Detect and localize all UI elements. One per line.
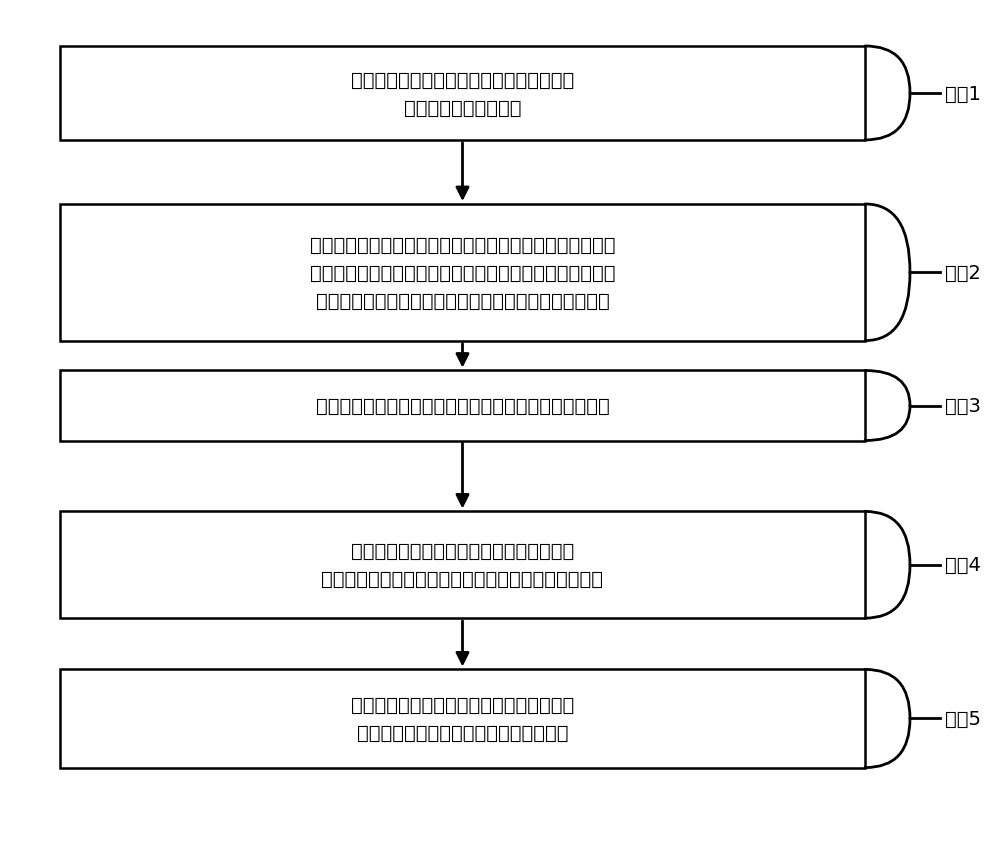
Bar <box>60 371 865 441</box>
Text: 步骤3: 步骤3 <box>945 397 981 415</box>
Text: 步骤1: 步骤1 <box>945 84 981 103</box>
Text: 根据当前周期的耗热量以及对数平均温差，
使用清洗指数计算公式计算板式换热器的当前清洗指数: 根据当前周期的耗热量以及对数平均温差， 使用清洗指数计算公式计算板式换热器的当前… <box>322 542 604 589</box>
Text: 根据板式热换器的温差比计算板式热换器的对数平均温差: 根据板式热换器的温差比计算板式热换器的对数平均温差 <box>316 397 609 415</box>
Bar <box>60 670 865 768</box>
Text: 步骤2: 步骤2 <box>945 264 981 282</box>
Text: 将当前清洗指数输入训练好的预测模型中，
预测板式换热器在目标周期后的清洗指数: 将当前清洗指数输入训练好的预测模型中， 预测板式换热器在目标周期后的清洗指数 <box>351 695 574 742</box>
Text: 根据一次网供水温度、一次网回水温度、二次网供水温度以
及二次网回水温度，计算板式热换器的温差比，并基于当前
周期与上一周期的累计供热量计算热表当前周期的耗热量: 根据一次网供水温度、一次网回水温度、二次网供水温度以 及二次网回水温度，计算板式… <box>310 235 615 310</box>
Text: 步骤4: 步骤4 <box>945 555 981 575</box>
Bar <box>60 512 865 618</box>
Bar <box>60 47 865 141</box>
Bar <box>60 205 865 341</box>
Text: 获取连接板式热换器的热表累计供热量以及
板式热换器的供热参数: 获取连接板式热换器的热表累计供热量以及 板式热换器的供热参数 <box>351 70 574 118</box>
Text: 步骤5: 步骤5 <box>945 709 981 728</box>
